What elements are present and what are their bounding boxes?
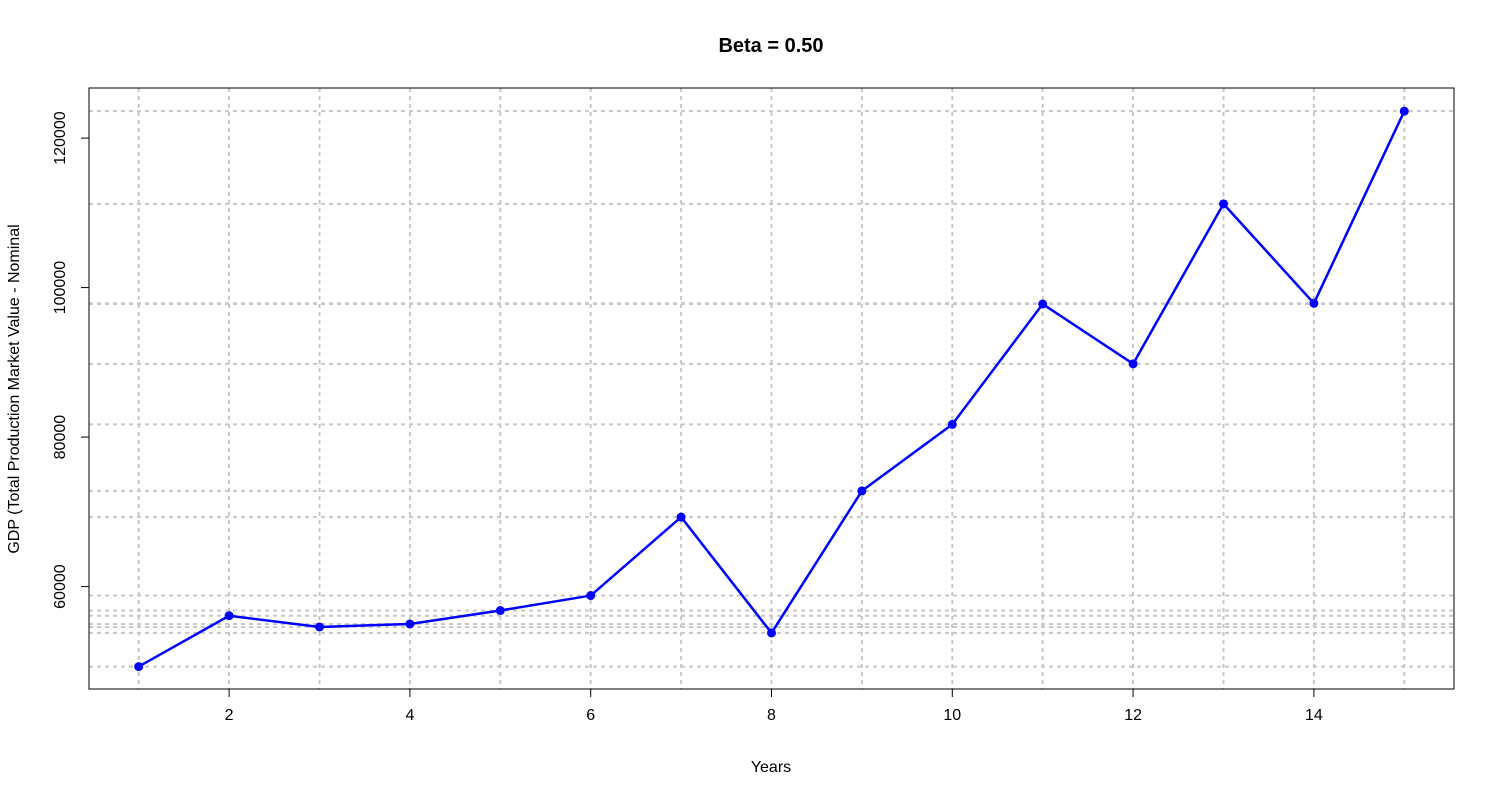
- data-point: [767, 628, 776, 638]
- y-tick-label: 120000: [52, 111, 69, 164]
- x-tick-label: 4: [405, 707, 414, 724]
- data-point: [586, 591, 596, 601]
- data-point: [947, 419, 957, 429]
- data-point: [857, 486, 867, 496]
- data-point: [1218, 199, 1228, 209]
- y-tick-label: 100000: [52, 261, 69, 314]
- y-axis-label: GDP (Total Production Market Value - Nom…: [6, 224, 23, 553]
- data-point: [224, 611, 234, 621]
- x-tick-label: 2: [225, 707, 234, 724]
- data-point: [1399, 106, 1409, 116]
- data-point: [405, 619, 415, 629]
- data-point: [676, 512, 686, 522]
- chart-title: Beta = 0.50: [718, 35, 823, 57]
- data-point: [315, 622, 325, 632]
- grid-layer: [89, 88, 1454, 689]
- x-tick-label: 8: [767, 707, 776, 724]
- data-point: [1309, 298, 1319, 308]
- y-tick-label: 60000: [52, 564, 69, 609]
- data-point: [495, 606, 505, 616]
- x-tick-label: 12: [1124, 707, 1142, 724]
- y-tick-label: 80000: [52, 415, 69, 460]
- x-axis-label: Years: [751, 759, 791, 776]
- x-tick-label: 14: [1305, 707, 1323, 724]
- y-axis: 60000 80000 100000 120000: [52, 111, 90, 609]
- x-tick-label: 10: [943, 707, 961, 724]
- data-point: [1038, 299, 1048, 309]
- series-layer: [134, 106, 1409, 672]
- x-axis: 2 4 6 8 10 12 14: [225, 688, 1323, 724]
- x-tick-label: 6: [586, 707, 595, 724]
- data-point: [1128, 359, 1138, 369]
- data-point: [134, 662, 144, 672]
